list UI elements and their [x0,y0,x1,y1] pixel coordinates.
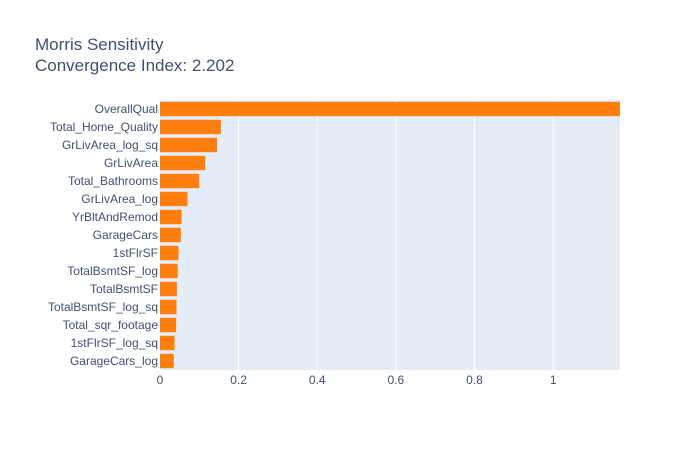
grid-lines [238,100,554,370]
bar[interactable] [160,101,620,117]
y-tick-label: GrLivArea_log [81,192,158,206]
y-tick-label: TotalBsmtSF [90,282,158,296]
x-tick-label: 1 [550,373,557,387]
bar[interactable] [160,191,188,207]
bars [160,101,620,369]
bar[interactable] [160,245,179,261]
y-tick-label: GarageCars [93,228,158,242]
bar[interactable] [160,335,175,351]
bar[interactable] [160,173,200,189]
y-tick-label: Total_Bathrooms [68,174,158,188]
chart-title: Morris Sensitivity [35,35,164,54]
y-tick-label: YrBltAndRemod [72,210,158,224]
bar[interactable] [160,299,177,315]
x-tick-label: 0.6 [388,373,405,387]
y-tick-label: GarageCars_log [70,354,158,368]
bar[interactable] [160,209,182,225]
x-tick-label: 0 [157,373,164,387]
y-tick-label: TotalBsmtSF_log [67,264,158,278]
y-axis-labels: OverallQual Total_Home_Quality GrLivArea_l… [48,102,158,368]
bar[interactable] [160,227,181,243]
x-tick-label: 0.2 [230,373,247,387]
y-tick-label: TotalBsmtSF_log_sq [48,300,158,314]
plot-area [160,100,620,370]
bar[interactable] [160,119,221,135]
x-axis-labels: 0 0.2 0.4 0.6 0.8 1 [157,373,557,387]
bar[interactable] [160,263,178,279]
y-tick-label: Total_sqr_footage [63,318,159,332]
y-tick-label: GrLivArea [104,156,158,170]
bar[interactable] [160,281,177,297]
x-tick-label: 0.8 [466,373,483,387]
bar[interactable] [160,317,177,333]
chart-title-block: Morris Sensitivity Convergence Index: 2.… [35,34,234,76]
y-tick-label: OverallQual [95,102,158,116]
y-tick-label: GrLivArea_log_sq [62,138,158,152]
x-tick-label: 0.4 [309,373,326,387]
chart-subtitle: Convergence Index: 2.202 [35,56,235,75]
bar[interactable] [160,137,218,153]
y-tick-label: 1stFlrSF [113,246,158,260]
bar[interactable] [160,155,206,171]
bar[interactable] [160,353,174,369]
y-tick-label: 1stFlrSF_log_sq [71,336,158,350]
y-tick-label: Total_Home_Quality [50,120,158,134]
